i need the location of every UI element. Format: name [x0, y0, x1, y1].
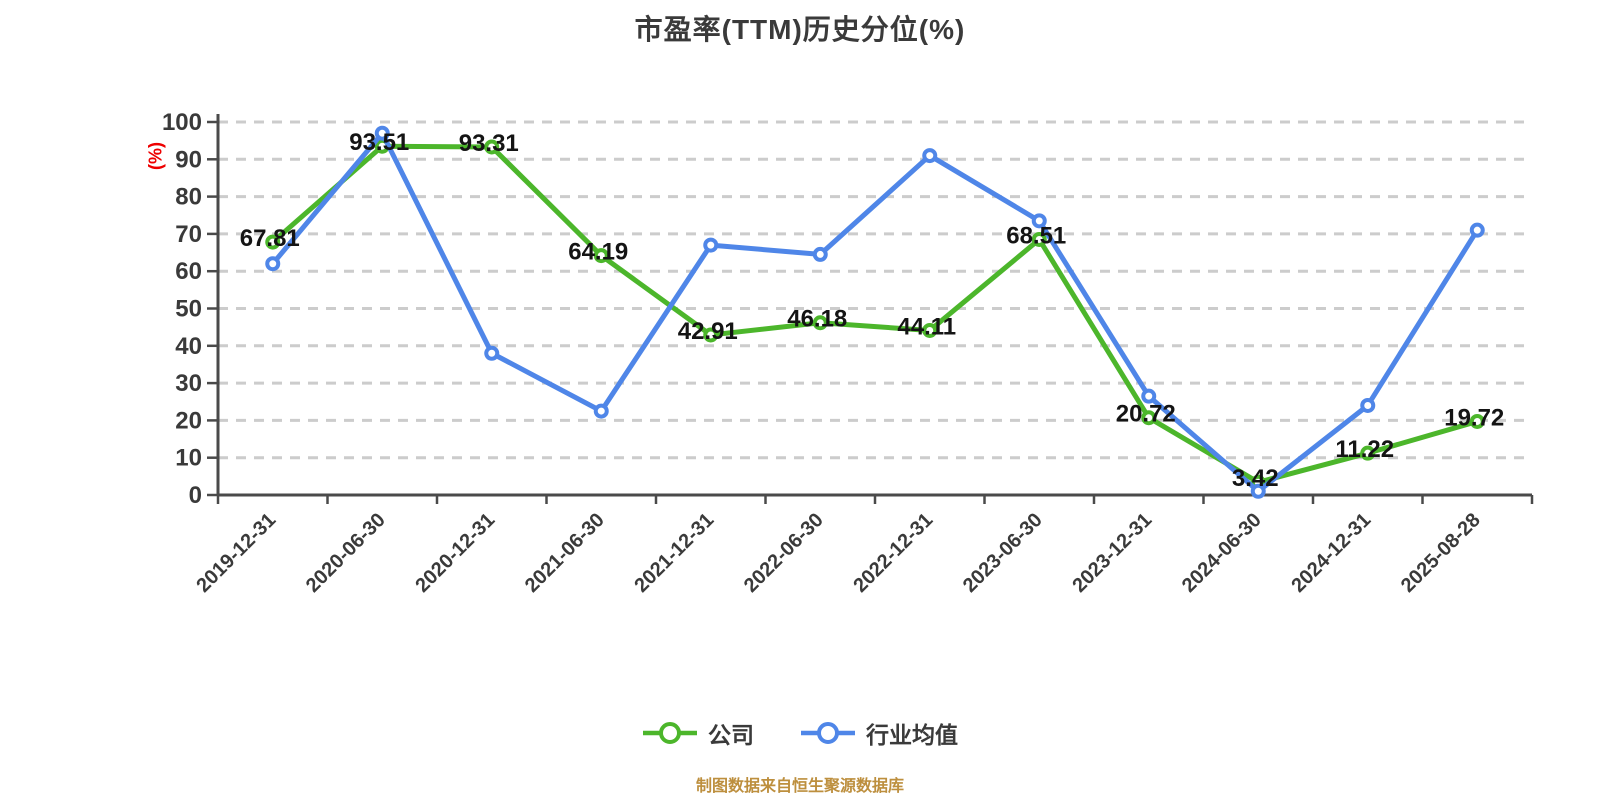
- company-data-point[interactable]: [265, 234, 281, 250]
- y-axis-tick-label: 40: [175, 333, 202, 360]
- data-label: 3.42: [1232, 465, 1279, 492]
- x-axis-label: 2021-12-31: [630, 509, 718, 597]
- legend: 公司 行业均值: [0, 716, 1600, 750]
- x-axis-label: 2023-06-30: [959, 509, 1047, 597]
- company-data-point[interactable]: [922, 322, 938, 338]
- industry-average-data-point[interactable]: [593, 403, 609, 419]
- y-axis-tick-label: 70: [175, 221, 202, 248]
- x-axis-label: 2022-06-30: [740, 509, 828, 597]
- data-label: 64.19: [568, 239, 628, 266]
- data-label: 67.81: [240, 225, 300, 252]
- data-source-note: 制图数据来自恒生聚源数据库: [695, 778, 904, 795]
- industry-average-data-point[interactable]: [1469, 222, 1485, 238]
- legend-item-industry-average[interactable]: 行业均值: [800, 716, 958, 750]
- x-axis-label: 2019-12-31: [192, 509, 280, 597]
- data-label: 19.72: [1444, 404, 1504, 431]
- company-data-point[interactable]: [1031, 231, 1047, 247]
- company-data-point[interactable]: [1360, 445, 1376, 461]
- industry-average-data-point[interactable]: [812, 246, 828, 262]
- y-axis-tick-label: 80: [175, 184, 202, 211]
- x-axis-label: 2025-08-28: [1397, 509, 1485, 597]
- x-axis-label: 2023-12-31: [1068, 509, 1156, 597]
- company-data-point[interactable]: [1141, 410, 1157, 426]
- y-axis-tick-label: 90: [175, 146, 202, 173]
- data-label: 20.72: [1116, 401, 1176, 428]
- x-axis-label: 2021-06-30: [521, 509, 609, 597]
- industry-average-data-point[interactable]: [484, 345, 500, 361]
- y-axis-tick-label: 100: [162, 109, 202, 136]
- data-label: 42.91: [678, 318, 738, 345]
- data-label: 93.31: [459, 130, 519, 157]
- industry-average-line: [270, 130, 1480, 494]
- legend-label-industry-average: 行业均值: [866, 722, 958, 748]
- x-axis-label: 2020-06-30: [302, 509, 390, 597]
- chart-title: 市盈率(TTM)历史分位(%): [634, 14, 966, 45]
- x-axis-label: 2024-12-31: [1287, 509, 1375, 597]
- data-label: 44.11: [897, 313, 956, 340]
- x-axis-label: 2022-12-31: [849, 509, 937, 597]
- data-label: 46.18: [787, 306, 847, 333]
- y-axis-tick-label: 20: [175, 407, 202, 434]
- legend-label-company: 公司: [708, 722, 754, 748]
- y-axis-tick-label: 10: [175, 445, 202, 472]
- industry-average-data-point[interactable]: [265, 256, 281, 272]
- industry-average-data-point[interactable]: [1250, 483, 1266, 499]
- industry-average-data-point[interactable]: [374, 125, 390, 141]
- industry-average-data-point[interactable]: [1360, 397, 1376, 413]
- industry-average-data-point[interactable]: [703, 237, 719, 253]
- legend-item-company[interactable]: 公司: [642, 716, 754, 750]
- x-axis-label: 2020-12-31: [411, 509, 499, 597]
- data-label: 68.51: [1006, 222, 1066, 249]
- data-label: 93.51: [349, 129, 409, 156]
- industry-legend-marker: [801, 722, 855, 744]
- company-data-point[interactable]: [812, 315, 828, 331]
- data-label: 11.22: [1335, 436, 1394, 463]
- company-data-point[interactable]: [1469, 413, 1485, 429]
- y-axis-tick-label: 60: [175, 258, 202, 285]
- y-axis-tick-label: 0: [189, 482, 202, 509]
- y-axis-tick-label: 30: [175, 370, 202, 397]
- company-data-point[interactable]: [593, 248, 609, 264]
- y-axis-tick-label: 50: [175, 296, 202, 323]
- industry-average-data-point[interactable]: [922, 148, 938, 164]
- company-data-point[interactable]: [484, 139, 500, 155]
- industry-average-data-point[interactable]: [1031, 213, 1047, 229]
- company-legend-marker: [643, 722, 697, 744]
- company-data-point[interactable]: [703, 327, 719, 343]
- industry-average-data-point[interactable]: [1141, 388, 1157, 404]
- x-axis-label: 2024-06-30: [1178, 509, 1266, 597]
